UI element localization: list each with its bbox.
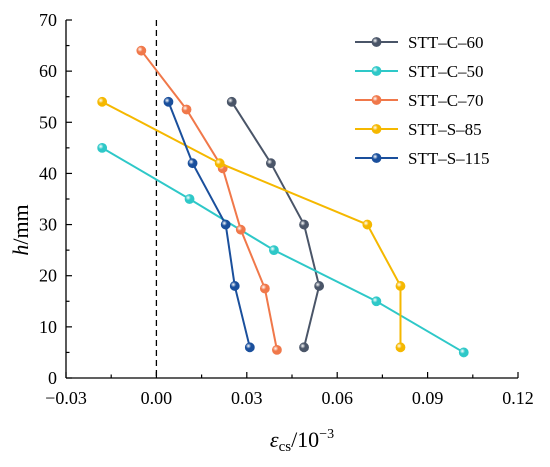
- data-point: [184, 194, 195, 204]
- x-tick-label: −0.03: [45, 388, 87, 408]
- x-tick-label: 0.03: [231, 388, 263, 408]
- data-point: [97, 142, 108, 153]
- data-point: [299, 219, 309, 230]
- data-point: [181, 104, 192, 115]
- series-1: [226, 96, 325, 353]
- legend: STT–C–60 STT–C–50 STT–C–70 STT–S–85 STT–S–11…: [355, 33, 490, 168]
- data-point: [299, 342, 309, 353]
- data-point: [226, 96, 237, 107]
- legend-label: STT–S–115: [408, 149, 490, 168]
- data-point: [136, 45, 147, 56]
- series-line: [101, 100, 402, 348]
- y-tick-label: 70: [39, 10, 57, 30]
- series-2: [97, 142, 469, 358]
- series-4: [97, 96, 406, 353]
- data-point: [269, 245, 279, 256]
- legend-swatch-marker: [371, 66, 382, 76]
- x-tick-label: 0.06: [321, 388, 353, 408]
- legend-swatch-marker: [371, 124, 382, 134]
- y-axis-title: h/mm: [8, 204, 33, 255]
- x-tick-label: 0.09: [412, 388, 444, 408]
- data-point: [371, 296, 382, 307]
- data-point: [229, 281, 240, 291]
- legend-swatch-marker: [371, 37, 382, 47]
- data-point: [235, 224, 246, 235]
- y-tick-label: 30: [39, 215, 57, 235]
- data-point: [214, 158, 225, 169]
- y-tick-label: 0: [48, 368, 57, 388]
- x-axis-title: εcs/10−3: [270, 427, 334, 455]
- x-tick-label: 0.12: [502, 388, 534, 408]
- data-point: [187, 158, 198, 169]
- legend-swatch-marker: [371, 153, 382, 163]
- data-point: [314, 281, 325, 291]
- data-point: [220, 219, 231, 230]
- legend-item: STT–C–60: [355, 33, 484, 52]
- y-tick-label: 40: [39, 163, 57, 183]
- legend-label: STT–C–50: [408, 62, 484, 81]
- series-5: [163, 96, 255, 353]
- data-point: [458, 347, 469, 358]
- data-point: [395, 342, 406, 353]
- legend-item: STT–S–85: [355, 120, 482, 139]
- legend-item: STT–C–70: [355, 91, 484, 110]
- legend-item: STT–S–115: [355, 149, 490, 168]
- x-tick-label: 0.00: [141, 388, 173, 408]
- series-3: [136, 45, 282, 355]
- data-point: [163, 96, 174, 107]
- legend-swatch-marker: [371, 95, 382, 105]
- data-point: [362, 219, 373, 230]
- legend-label: STT–C–60: [408, 33, 484, 52]
- data-point: [395, 281, 406, 291]
- data-point: [272, 344, 282, 355]
- data-point: [97, 96, 108, 107]
- y-tick-label: 10: [39, 317, 57, 337]
- data-point: [244, 342, 255, 353]
- y-tick-label: 50: [39, 112, 57, 132]
- chart-marks: [97, 20, 469, 378]
- chart-axes: −0.03 0.00 0.03 0.06 0.09 0.12 0 10 20 30 40 50 60 70: [39, 10, 534, 408]
- series-line: [167, 101, 251, 348]
- series-line: [140, 50, 278, 351]
- data-point: [266, 158, 276, 169]
- legend-item: STT–C–50: [355, 62, 484, 81]
- legend-label: STT–S–85: [408, 120, 482, 139]
- y-tick-label: 60: [39, 61, 57, 81]
- legend-label: STT–C–70: [408, 91, 484, 110]
- data-point: [259, 283, 270, 294]
- y-tick-label: 20: [39, 266, 57, 286]
